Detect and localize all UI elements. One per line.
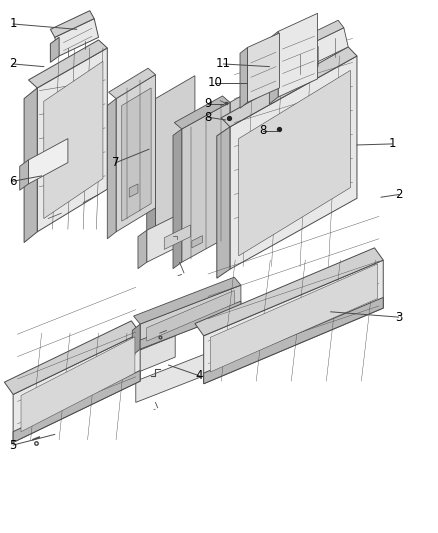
Polygon shape — [140, 285, 241, 349]
Polygon shape — [283, 20, 344, 54]
Polygon shape — [247, 33, 279, 102]
Text: 7: 7 — [112, 156, 120, 169]
Polygon shape — [164, 225, 191, 249]
Polygon shape — [221, 102, 230, 243]
Polygon shape — [44, 61, 103, 219]
Polygon shape — [132, 324, 140, 356]
Text: 8: 8 — [259, 124, 266, 137]
Polygon shape — [50, 37, 59, 62]
Polygon shape — [94, 365, 103, 393]
Polygon shape — [217, 127, 230, 278]
Polygon shape — [122, 88, 151, 221]
Polygon shape — [138, 230, 147, 269]
Polygon shape — [28, 139, 68, 184]
Polygon shape — [240, 47, 247, 108]
Text: 2: 2 — [395, 188, 403, 201]
Polygon shape — [103, 336, 175, 386]
Polygon shape — [230, 76, 278, 236]
Polygon shape — [55, 19, 99, 56]
Polygon shape — [204, 260, 383, 384]
Polygon shape — [230, 56, 357, 269]
Polygon shape — [28, 40, 107, 88]
Polygon shape — [37, 48, 107, 232]
Polygon shape — [284, 54, 293, 80]
Polygon shape — [210, 264, 378, 372]
Polygon shape — [136, 353, 208, 402]
Polygon shape — [289, 28, 348, 74]
Polygon shape — [221, 47, 357, 127]
Polygon shape — [129, 184, 138, 197]
Polygon shape — [134, 277, 241, 324]
Polygon shape — [20, 160, 28, 190]
Polygon shape — [107, 99, 116, 239]
Polygon shape — [192, 236, 202, 248]
Polygon shape — [195, 248, 383, 336]
Text: 10: 10 — [207, 76, 222, 89]
Polygon shape — [173, 129, 182, 269]
Polygon shape — [116, 75, 155, 232]
Polygon shape — [278, 13, 318, 97]
Polygon shape — [140, 301, 241, 349]
Polygon shape — [13, 333, 140, 442]
Text: 9: 9 — [204, 98, 212, 110]
Polygon shape — [269, 31, 278, 104]
Text: 11: 11 — [216, 58, 231, 70]
Polygon shape — [147, 99, 155, 239]
Text: 8: 8 — [205, 111, 212, 124]
Polygon shape — [24, 88, 37, 243]
Polygon shape — [204, 297, 383, 384]
Polygon shape — [13, 370, 140, 442]
Text: 1: 1 — [9, 18, 17, 30]
Polygon shape — [147, 290, 234, 341]
Polygon shape — [50, 11, 94, 37]
Text: 5: 5 — [10, 439, 17, 451]
Polygon shape — [109, 68, 155, 99]
Polygon shape — [21, 337, 135, 432]
Polygon shape — [239, 70, 350, 256]
Text: 6: 6 — [9, 175, 17, 188]
Polygon shape — [155, 76, 195, 232]
Polygon shape — [4, 321, 140, 394]
Polygon shape — [182, 102, 230, 262]
Text: 1: 1 — [388, 138, 396, 150]
Text: 4: 4 — [195, 369, 203, 382]
Text: 3: 3 — [395, 311, 402, 324]
Polygon shape — [174, 96, 230, 129]
Text: 2: 2 — [9, 58, 17, 70]
Polygon shape — [147, 200, 208, 262]
